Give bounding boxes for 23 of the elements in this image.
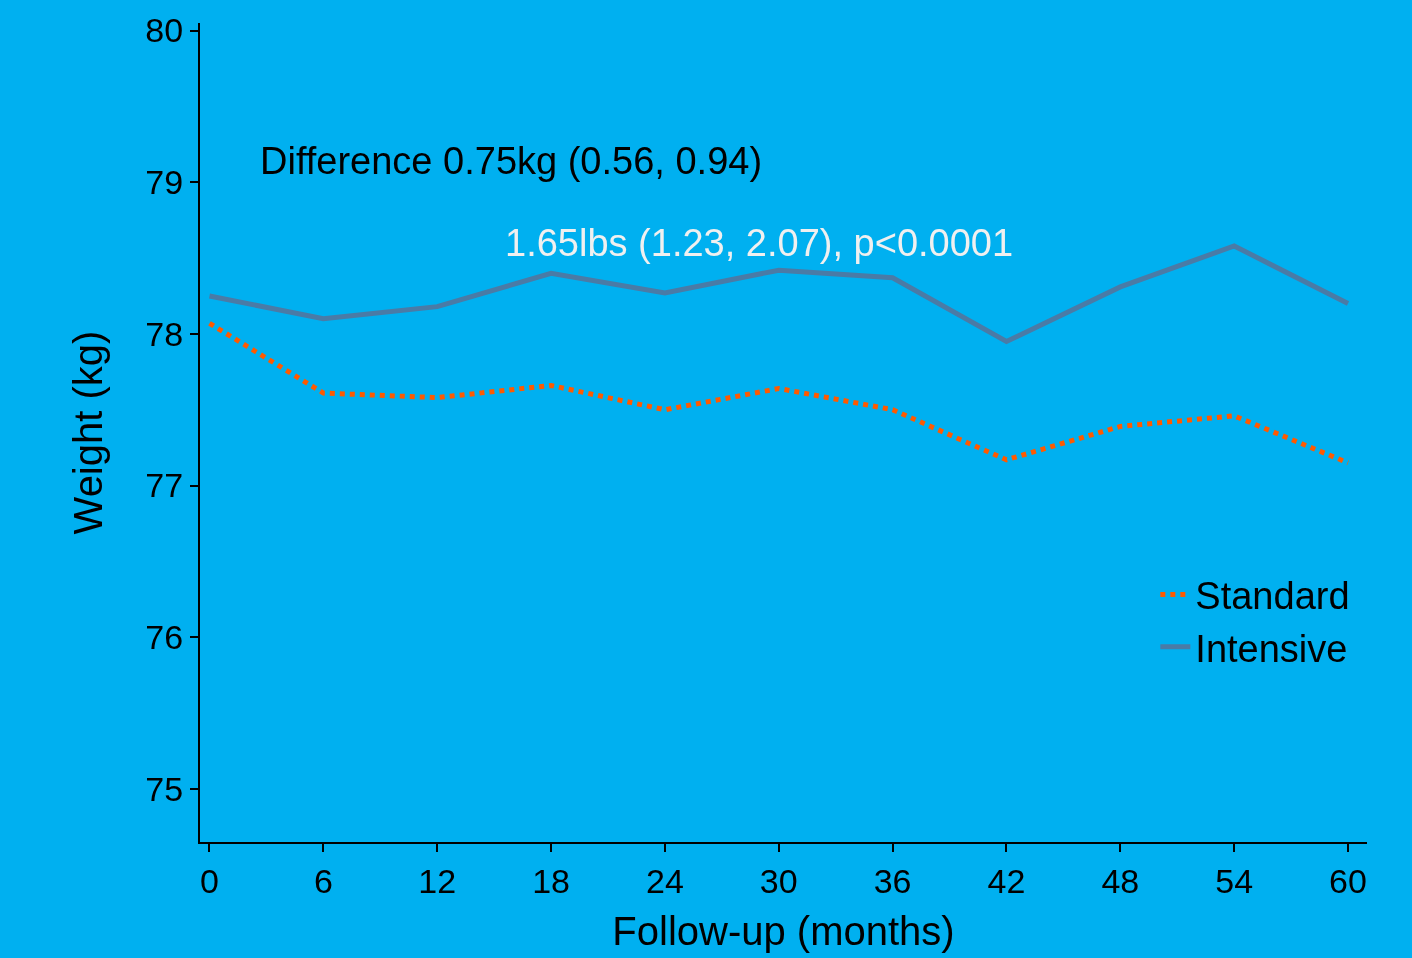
annotation: 1.65lbs (1.23, 2.07), p<0.0001 <box>505 222 1014 264</box>
legend-label: Intensive <box>1195 627 1348 670</box>
x-tick-label: 0 <box>200 861 219 900</box>
y-tick-label: 76 <box>145 618 184 657</box>
x-tick-label: 6 <box>313 861 333 900</box>
x-tick-label: 36 <box>873 861 912 900</box>
y-tick-label: 80 <box>145 11 184 50</box>
x-tick-label: 54 <box>1215 861 1254 900</box>
y-tick-label: 78 <box>145 314 184 353</box>
x-axis-title: Follow-up (months) <box>612 908 955 953</box>
y-axis-title: Weight (kg) <box>66 330 111 535</box>
x-tick-label: 18 <box>532 861 570 900</box>
y-tick-label: 79 <box>145 163 184 202</box>
legend-label: Standard <box>1195 575 1350 618</box>
annotation: Difference 0.75kg (0.56, 0.94) <box>260 140 763 182</box>
y-tick-label: 77 <box>145 466 184 505</box>
x-tick-label: 60 <box>1329 861 1367 900</box>
x-tick-label: 24 <box>645 861 684 900</box>
x-tick-label: 30 <box>759 861 798 900</box>
x-tick-label: 48 <box>1101 861 1140 900</box>
y-tick-label: 75 <box>145 769 184 808</box>
x-tick-label: 12 <box>418 861 457 900</box>
x-tick-label: 42 <box>987 861 1026 900</box>
